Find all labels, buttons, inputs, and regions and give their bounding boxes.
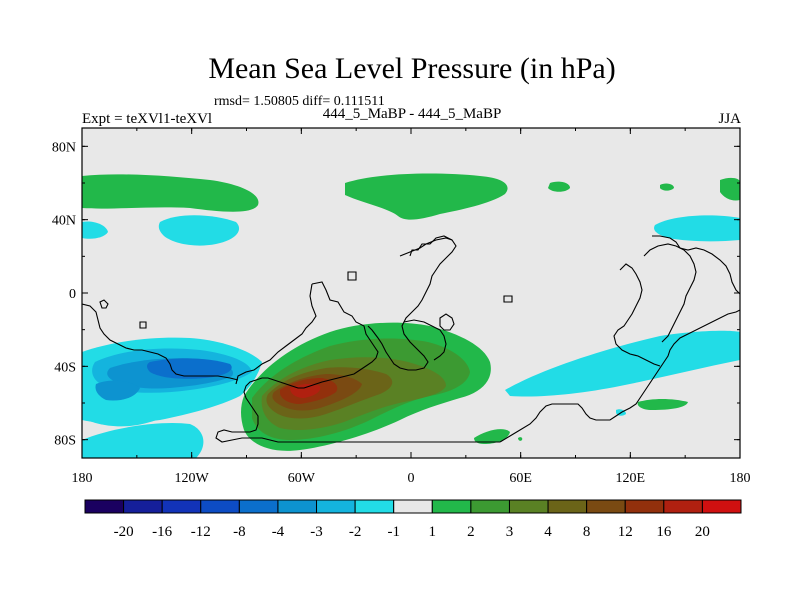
colorbar-swatch — [123, 499, 163, 514]
field-nh-pacific-green — [720, 177, 740, 201]
colorbar-label: 12 — [618, 524, 633, 540]
x-tick-label: 180 — [72, 471, 93, 486]
colorbar-label: 8 — [583, 524, 591, 540]
colorbar-label: 20 — [695, 524, 710, 540]
colorbar-label: -16 — [152, 524, 172, 540]
colorbar-swatch — [316, 499, 356, 514]
colorbar-label: -3 — [310, 524, 323, 540]
coast-small-island-1 — [99, 299, 109, 309]
y-tick-label: 40S — [54, 360, 76, 375]
field-sh-blue-4 — [95, 380, 140, 401]
y-tick-label: 80S — [54, 434, 76, 449]
colorbar-swatch — [161, 499, 202, 514]
y-tick-label: 0 — [69, 287, 76, 302]
colorbar-label: -1 — [387, 524, 400, 540]
x-tick-label: 120E — [616, 471, 646, 486]
colorbar-label: 2 — [467, 524, 475, 540]
coast-east-asia — [652, 235, 740, 295]
field-sh-green-patch-2 — [637, 399, 688, 410]
chart-title: Mean Sea Level Pressure (in hPa) — [208, 52, 616, 85]
axis-tick-labels: 180 120W 60W 0 60E 120E 180 80N 40N 0 40S 80S — [52, 140, 751, 486]
field-sh-green-patch-1 — [474, 429, 510, 444]
coast-asia-1 — [409, 235, 453, 257]
field-nh-cyan-east — [654, 215, 740, 242]
field-sh-cyan-indian — [505, 330, 740, 397]
x-tick-label: 60W — [288, 471, 316, 486]
field-nh-cyan-pacific — [158, 215, 240, 246]
colorbar-label: 4 — [544, 524, 552, 540]
coast-arabia — [439, 313, 455, 331]
pressure-anomaly-fields — [82, 173, 740, 458]
coast-small-island-4 — [503, 295, 513, 303]
colorbar-swatch — [508, 499, 549, 514]
coast-small-island-2 — [139, 321, 147, 329]
season-label: JJA — [718, 111, 741, 127]
colorbar-swatch — [701, 499, 742, 514]
colorbar-label: -12 — [191, 524, 211, 540]
coast-sa-west — [235, 283, 317, 385]
coast-australia — [613, 263, 661, 367]
colorbar-label: -4 — [272, 524, 285, 540]
colorbar-swatch — [586, 499, 626, 514]
field-nh-asia-green — [345, 173, 508, 220]
coast-south-america — [215, 281, 500, 443]
x-tick-label: 120W — [175, 471, 210, 486]
colorbar-label: 16 — [656, 524, 672, 540]
coast-australia-east — [643, 243, 697, 343]
colorbar-labels: -20 -16 -12 -8 -4 -3 -2 -1 1 2 3 4 8 12 16 20 — [114, 524, 710, 540]
colorbar-label: -20 — [114, 524, 134, 540]
colorbar-swatch — [393, 499, 433, 514]
colorbar-swatch — [84, 499, 125, 514]
field-sh-green-patch-3 — [518, 437, 523, 441]
x-tick-label: 0 — [408, 471, 415, 486]
stats-line: rmsd= 1.50805 diff= 0.111511 — [214, 94, 385, 109]
coast-africa-east — [403, 319, 447, 361]
y-tick-label: 40N — [52, 214, 76, 229]
x-tick-label: 180 — [730, 471, 751, 486]
x-tick-label: 60E — [509, 471, 532, 486]
coast-antarctica — [499, 309, 740, 443]
colorbar-label: -2 — [349, 524, 362, 540]
colorbar-swatch — [624, 499, 665, 514]
field-nh-small-green-1 — [548, 181, 570, 192]
colorbar-swatch — [470, 499, 510, 514]
chart-subtitle: 444_5_MaBP - 444_5_MaBP — [322, 106, 502, 122]
y-tick-label: 80N — [52, 140, 76, 155]
coast-pacific-west — [82, 303, 239, 381]
coast-small-island-3 — [347, 271, 357, 281]
coastlines — [82, 235, 740, 443]
colorbar — [84, 499, 742, 514]
field-nh-small-green-2 — [660, 183, 674, 191]
field-nh-cyan-west — [82, 221, 108, 239]
colorbar-swatch — [200, 499, 240, 514]
colorbar-label: 1 — [429, 524, 437, 540]
colorbar-swatch — [663, 499, 703, 514]
field-nh-atlantic-green — [82, 174, 259, 212]
field-sh-blue-3 — [147, 358, 232, 379]
colorbar-swatch — [547, 499, 588, 514]
field-sh-cyan-lower — [82, 394, 180, 427]
colorbar-swatch — [431, 499, 472, 514]
field-sh-cyan-south — [82, 422, 204, 458]
axis-ticks — [81, 128, 741, 458]
colorbar-label: 3 — [506, 524, 514, 540]
experiment-label: Expt = teXVl1-teXVl — [82, 111, 213, 127]
colorbar-swatch — [354, 499, 395, 514]
colorbar-label: -8 — [233, 524, 246, 540]
colorbar-swatch — [238, 499, 279, 514]
colorbar-swatch — [277, 499, 318, 514]
